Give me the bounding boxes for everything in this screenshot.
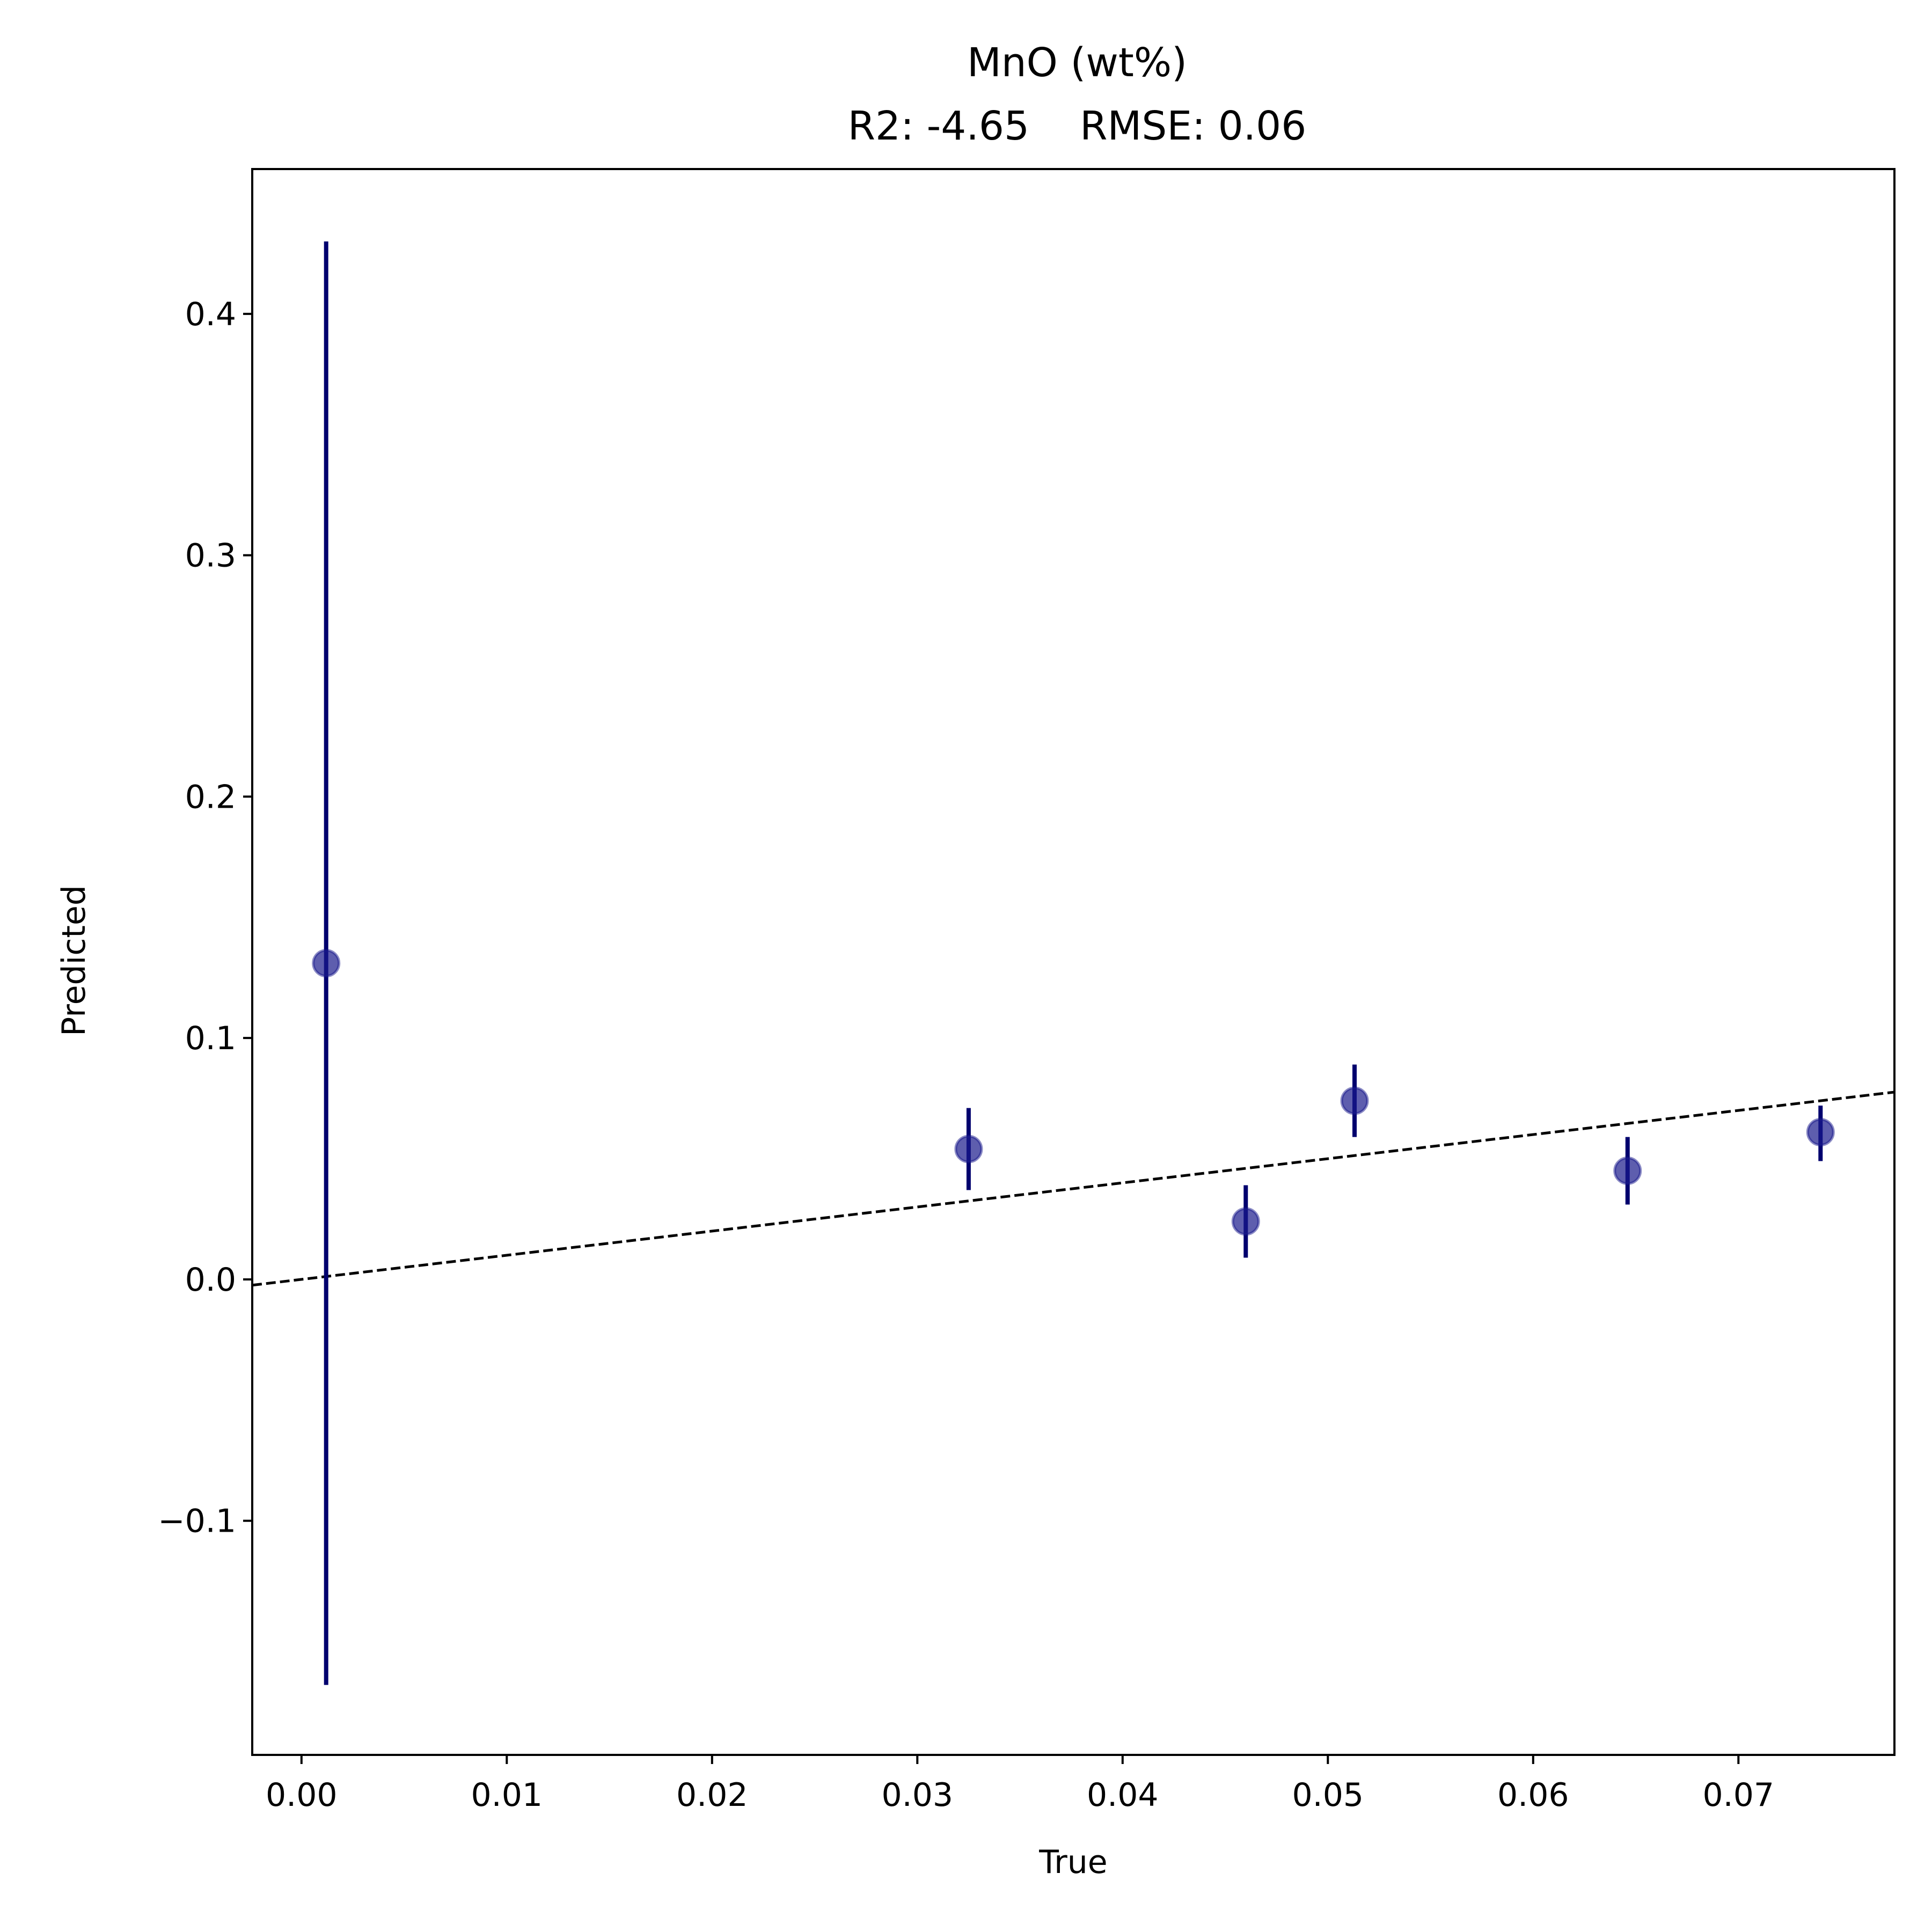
data-point-0 — [312, 949, 341, 978]
data-point-3 — [1340, 1086, 1369, 1115]
data-point-5 — [1806, 1118, 1835, 1147]
identity-line — [252, 1091, 1894, 1287]
y-tick-label-2: 0.1 — [185, 1020, 236, 1057]
x-tick-label-2: 0.02 — [676, 1776, 748, 1814]
chart-title: MnO (wt%) — [967, 40, 1187, 86]
y-tick-label-3: 0.2 — [185, 778, 236, 816]
y-axis-label: Predicted — [55, 885, 93, 1036]
chart-subtitle: R2: -4.65 RMSE: 0.06 — [848, 103, 1307, 149]
x-axis: 0.00 0.01 0.02 0.03 0.04 0.05 0.06 0.07 — [266, 1755, 1774, 1814]
x-tick-label-0: 0.00 — [266, 1776, 338, 1814]
x-tick-label-3: 0.03 — [882, 1776, 954, 1814]
y-axis: −0.1 0.0 0.1 0.2 0.3 0.4 — [158, 296, 252, 1540]
y-tick-label-4: 0.3 — [185, 537, 236, 575]
x-tick-label-7: 0.07 — [1703, 1776, 1775, 1814]
x-tick-label-4: 0.04 — [1087, 1776, 1159, 1814]
y-tick-label-0: −0.1 — [158, 1503, 236, 1540]
x-tick-label-6: 0.06 — [1497, 1776, 1569, 1814]
y-tick-label-5: 0.4 — [185, 296, 236, 333]
x-tick-label-1: 0.01 — [471, 1776, 543, 1814]
data-point-4 — [1613, 1157, 1642, 1185]
axes-frame — [251, 168, 1896, 1756]
data-point-1 — [954, 1135, 983, 1163]
plot-area — [252, 241, 1894, 1685]
x-axis-label: True — [1038, 1843, 1107, 1881]
data-point-2 — [1231, 1207, 1260, 1236]
y-tick-label-1: 0.0 — [185, 1261, 236, 1299]
x-tick-label-5: 0.05 — [1292, 1776, 1364, 1814]
